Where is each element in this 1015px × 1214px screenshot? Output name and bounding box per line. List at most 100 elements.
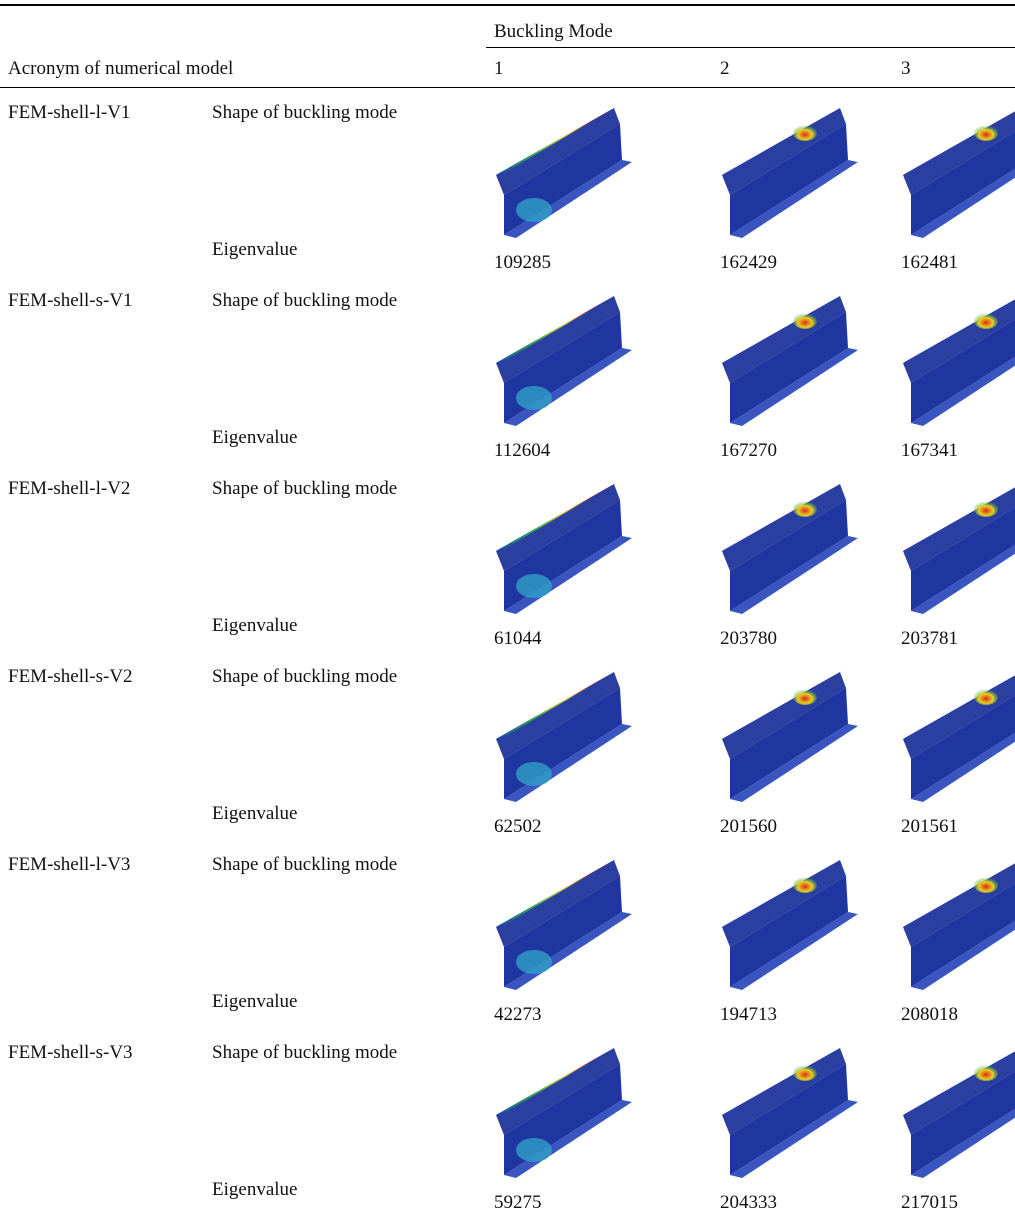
bottom-flange	[911, 1108, 1015, 1178]
web	[496, 296, 620, 383]
contour	[516, 574, 552, 598]
lower-web	[730, 124, 848, 235]
bottom-flange	[730, 536, 858, 614]
buckling-shape	[496, 478, 632, 614]
eigenvalue: 42273	[494, 1004, 542, 1025]
header-rule	[0, 87, 1015, 88]
lower-web	[911, 883, 1015, 987]
shape-label: Shape of buckling mode	[212, 666, 398, 687]
buckling-shape	[903, 675, 1015, 802]
model-name: FEM-shell-s-V2	[8, 666, 133, 687]
eigen-label: Eigenvalue	[212, 615, 298, 636]
group-rule	[486, 47, 1015, 48]
row-header: Acronym of numerical model	[8, 58, 234, 79]
shape-label: Shape of buckling mode	[212, 478, 398, 499]
shape-label: Shape of buckling mode	[212, 102, 398, 123]
model-name: FEM-shell-l-V3	[8, 854, 131, 875]
buckling-shape	[496, 666, 632, 802]
model-name: FEM-shell-s-V3	[8, 1042, 133, 1063]
web	[496, 108, 620, 195]
buckling-shape	[722, 666, 858, 802]
eigenvalue: 162481	[901, 252, 958, 273]
buckling-shape	[722, 290, 858, 426]
eigen-label: Eigenvalue	[212, 1179, 298, 1200]
buckling-shape	[496, 102, 632, 238]
buckling-shape	[903, 111, 1015, 238]
eigenvalue: 201561	[901, 816, 958, 837]
bottom-flange	[911, 732, 1015, 802]
local-bump	[793, 1065, 817, 1081]
eigenvalue: 203781	[901, 628, 958, 649]
bottom-flange	[911, 920, 1015, 990]
bottom-flange	[730, 1100, 858, 1178]
eigenvalue: 201560	[720, 816, 777, 837]
local-bump	[974, 313, 998, 329]
buckling-shape	[722, 102, 858, 238]
eigen-label: Eigenvalue	[212, 239, 298, 260]
buckling-shape	[903, 299, 1015, 426]
model-name: FEM-shell-s-V1	[8, 290, 133, 311]
eigenvalue: 61044	[494, 628, 542, 649]
eigenvalue: 167270	[720, 440, 777, 461]
contour	[516, 198, 552, 222]
eigen-label: Eigenvalue	[212, 991, 298, 1012]
bottom-flange	[730, 724, 858, 802]
local-bump	[793, 125, 817, 141]
bottom-flange	[911, 356, 1015, 426]
buckling-shape	[722, 478, 858, 614]
eigen-label: Eigenvalue	[212, 427, 298, 448]
mode-number: 2	[720, 58, 730, 79]
group-title: Buckling Mode	[494, 21, 613, 42]
web	[496, 672, 620, 759]
mode-number: 3	[901, 58, 911, 79]
eigenvalue: 59275	[494, 1192, 542, 1213]
shape-label: Shape of buckling mode	[212, 290, 398, 311]
local-bump	[974, 125, 998, 141]
eigenvalue: 194713	[720, 1004, 777, 1025]
bottom-flange	[730, 160, 858, 238]
eigenvalue: 217015	[901, 1192, 958, 1213]
shape-label: Shape of buckling mode	[212, 854, 398, 875]
shape-label: Shape of buckling mode	[212, 1042, 398, 1063]
eigenvalue: 208018	[901, 1004, 958, 1025]
model-name: FEM-shell-l-V1	[8, 102, 131, 123]
buckling-shape	[903, 487, 1015, 614]
local-bump	[793, 877, 817, 893]
web	[496, 484, 620, 571]
lower-web	[911, 131, 1015, 235]
contour	[516, 762, 552, 786]
local-bump	[974, 689, 998, 705]
model-name: FEM-shell-l-V2	[8, 478, 131, 499]
eigenvalue: 109285	[494, 252, 551, 273]
bottom-flange	[730, 348, 858, 426]
mode-number: 1	[494, 58, 504, 79]
buckling-shape	[496, 854, 632, 990]
contour	[516, 1138, 552, 1162]
eigenvalue: 162429	[720, 252, 777, 273]
lower-web	[911, 319, 1015, 423]
local-bump	[793, 313, 817, 329]
lower-web	[730, 876, 848, 987]
buckling-shape	[903, 1051, 1015, 1178]
lower-web	[911, 695, 1015, 799]
eigenvalue: 204333	[720, 1192, 777, 1213]
buckling-shape	[722, 1042, 858, 1178]
bottom-flange	[911, 544, 1015, 614]
local-bump	[974, 877, 998, 893]
buckling-shape	[496, 290, 632, 426]
lower-web	[730, 688, 848, 799]
bottom-flange	[730, 912, 858, 990]
eigenvalue: 62502	[494, 816, 542, 837]
bottom-flange	[911, 168, 1015, 238]
buckling-shape	[496, 1042, 632, 1178]
eigenvalue: 167341	[901, 440, 958, 461]
top-rule	[0, 4, 1015, 6]
buckling-shape	[903, 863, 1015, 990]
lower-web	[911, 507, 1015, 611]
local-bump	[793, 501, 817, 517]
buckling-shape	[722, 854, 858, 990]
eigenvalue: 203780	[720, 628, 777, 649]
web	[496, 1048, 620, 1135]
lower-web	[730, 500, 848, 611]
local-bump	[974, 1065, 998, 1081]
